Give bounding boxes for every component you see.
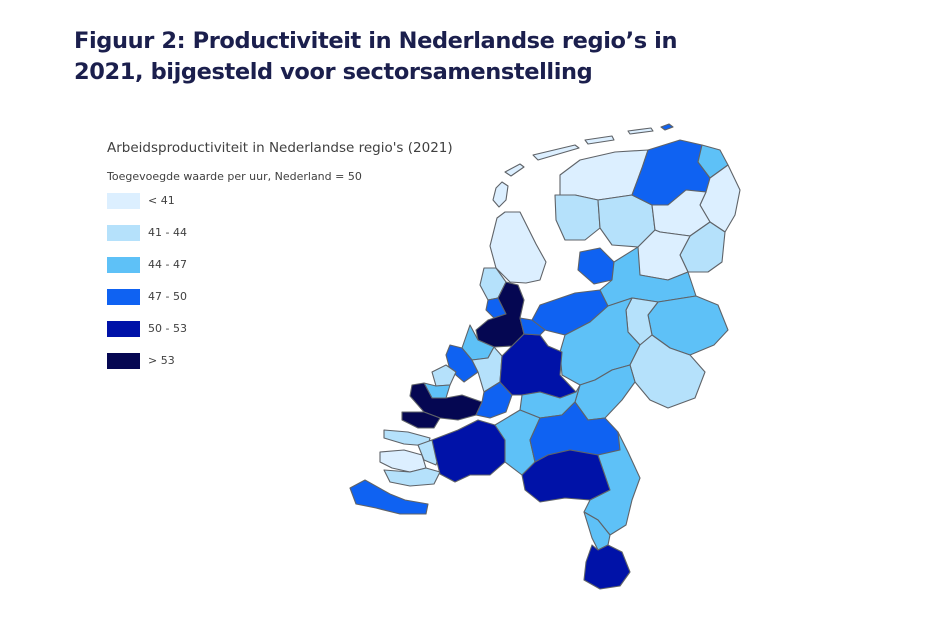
- legend-swatch-2: [107, 225, 140, 241]
- region-rottumeroog: [660, 123, 674, 131]
- region-zuidoost-zuid-holland: [475, 381, 513, 419]
- map-title: Arbeidsproductiviteit in Nederlandse reg…: [107, 140, 453, 156]
- legend-label-6: > 53: [148, 354, 175, 367]
- legend-swatch-4: [107, 289, 140, 305]
- legend-swatch-6: [107, 353, 140, 369]
- region-schiermonnikoog: [627, 127, 654, 135]
- map-subtitle: Toegevoegde waarde per uur, Nederland = …: [107, 170, 362, 183]
- region-vlieland: [504, 163, 525, 177]
- figure-title: Figuur 2: Productiviteit in Nederlandse …: [74, 28, 678, 85]
- region-het-gooi: [519, 317, 546, 336]
- region-voorne-putten: [401, 411, 441, 429]
- legend-swatch-1: [107, 193, 140, 209]
- region-texel: [492, 181, 509, 208]
- region-zeeuws-vlaanderen: [349, 479, 429, 515]
- region-walcheren-beveland: [383, 467, 441, 487]
- region-flevoland-noord: [577, 247, 615, 285]
- region-ameland: [584, 135, 615, 145]
- legend-label-1: < 41: [148, 194, 175, 207]
- region-terschelling: [532, 144, 580, 161]
- region-agglomeratie-den-haag: [431, 364, 457, 387]
- legend-label-3: 44 - 47: [148, 258, 187, 271]
- legend-swatch-3: [107, 257, 140, 273]
- legend-label-2: 41 - 44: [148, 226, 187, 239]
- region-kop-van-noord-holland: [489, 211, 547, 284]
- region-schouwen: [379, 449, 427, 473]
- region-noord-limburg: [583, 431, 641, 536]
- region-zuid-limburg: [583, 544, 631, 590]
- region-west-noord-brabant: [431, 419, 506, 483]
- legend-swatch-5: [107, 321, 140, 337]
- legend-label-4: 47 - 50: [148, 290, 187, 303]
- region-friesland-zuidwest: [554, 194, 601, 241]
- legend-label-5: 50 - 53: [148, 322, 187, 335]
